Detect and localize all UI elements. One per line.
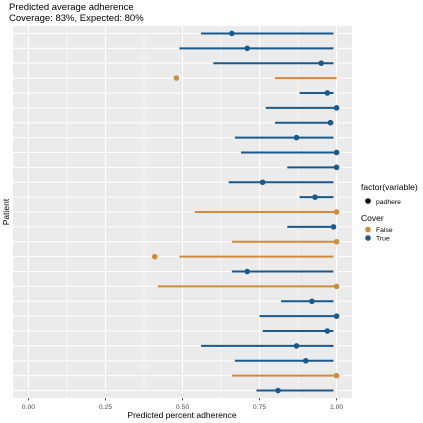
chart-title: Predicted average adherence — [9, 2, 134, 13]
predicted-point — [330, 224, 337, 230]
x-axis-label: Predicted percent adherence — [127, 410, 236, 420]
legend-shape-key — [365, 198, 371, 204]
predicted-point — [151, 253, 158, 260]
predicted-point — [333, 238, 340, 245]
legend: factor(variable) padhere Cover False Tru… — [361, 182, 418, 243]
predicted-point — [244, 268, 251, 275]
predicted-point — [293, 343, 300, 349]
y-axis-label: Patient — [1, 198, 11, 225]
predicted-point — [333, 313, 340, 319]
predicted-point — [275, 387, 281, 394]
predicted-point — [324, 328, 331, 334]
predicted-point — [259, 179, 266, 186]
predicted-point — [333, 283, 340, 290]
predicted-point — [327, 119, 334, 126]
predicted-point — [293, 134, 300, 141]
x-tick-label: 0.00 — [22, 404, 35, 411]
x-tick-label: 0.50 — [176, 404, 189, 411]
interval-series — [151, 30, 340, 394]
predicted-point — [333, 149, 340, 156]
x-tick-label: 0.25 — [99, 404, 112, 411]
predicted-point — [309, 298, 315, 305]
predicted-point — [229, 30, 235, 37]
legend-shape-label: padhere — [376, 199, 401, 206]
predicted-point — [173, 75, 180, 81]
legend-shape-title: factor(variable) — [361, 182, 418, 192]
predicted-point — [318, 60, 324, 66]
legend-color-key-false — [365, 226, 371, 233]
x-tick-label: 0.75 — [253, 404, 266, 411]
predicted-point — [333, 372, 340, 379]
predicted-point — [333, 209, 340, 215]
predicted-point — [333, 164, 340, 171]
x-axis-ticks: 0.00 0.25 0.50 0.75 1.00 — [22, 398, 343, 411]
chart-subtitle: Coverage: 83%, Expected: 80% — [9, 13, 144, 24]
x-tick-label: 1.00 — [330, 404, 343, 411]
predicted-point — [333, 105, 340, 111]
legend-color-title: Cover — [361, 213, 384, 223]
predicted-point — [244, 45, 251, 52]
legend-color-label-false: False — [376, 227, 393, 234]
predicted-point — [312, 194, 318, 200]
legend-color-label-true: True — [376, 236, 390, 243]
predicted-point — [302, 358, 309, 364]
predicted-point — [324, 90, 331, 96]
legend-color-key-true — [365, 235, 371, 241]
